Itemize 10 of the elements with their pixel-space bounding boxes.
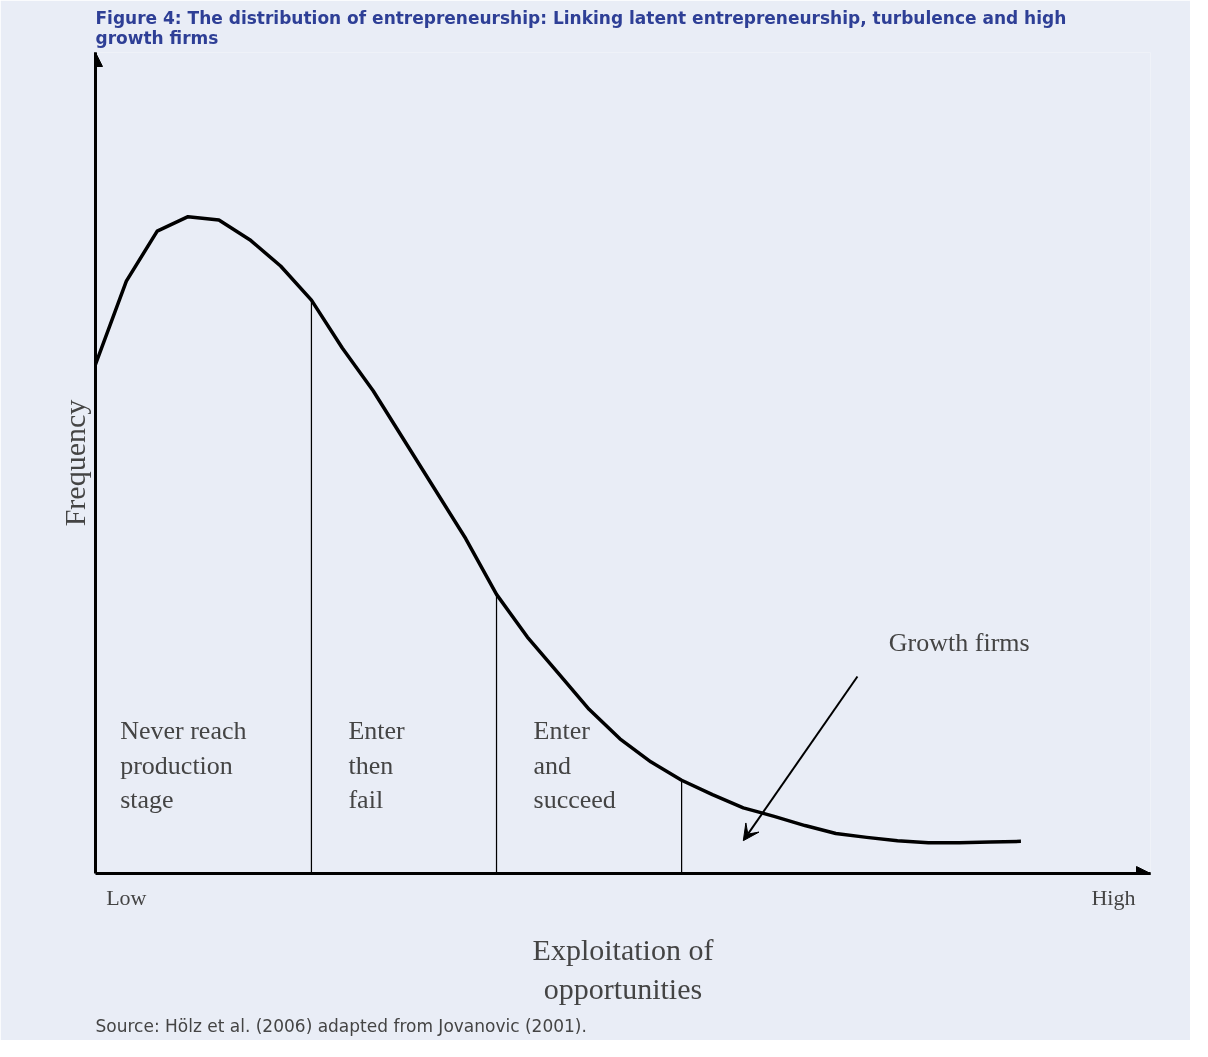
annotation: Enter then fail [348,715,406,815]
x-tick-label: High [1091,884,1136,910]
annotation: Never reach production stage [120,715,247,815]
source-note: Source: Hölz et al. (2006) adapted from Jovanovic (2001). [95,1015,587,1036]
chart-title: Figure 4: The distribution of entrepreneurship: Linking latent entrepreneurship, turbulence and high growth firms [95,7,1067,48]
y-axis-title: Frequency [57,399,91,527]
x-axis-title: Exploitation of opportunities [532,932,714,1006]
x-tick-label: Low [106,884,147,910]
annotation: Growth firms [888,627,1030,657]
annotation: Enter and succeed [533,715,616,815]
